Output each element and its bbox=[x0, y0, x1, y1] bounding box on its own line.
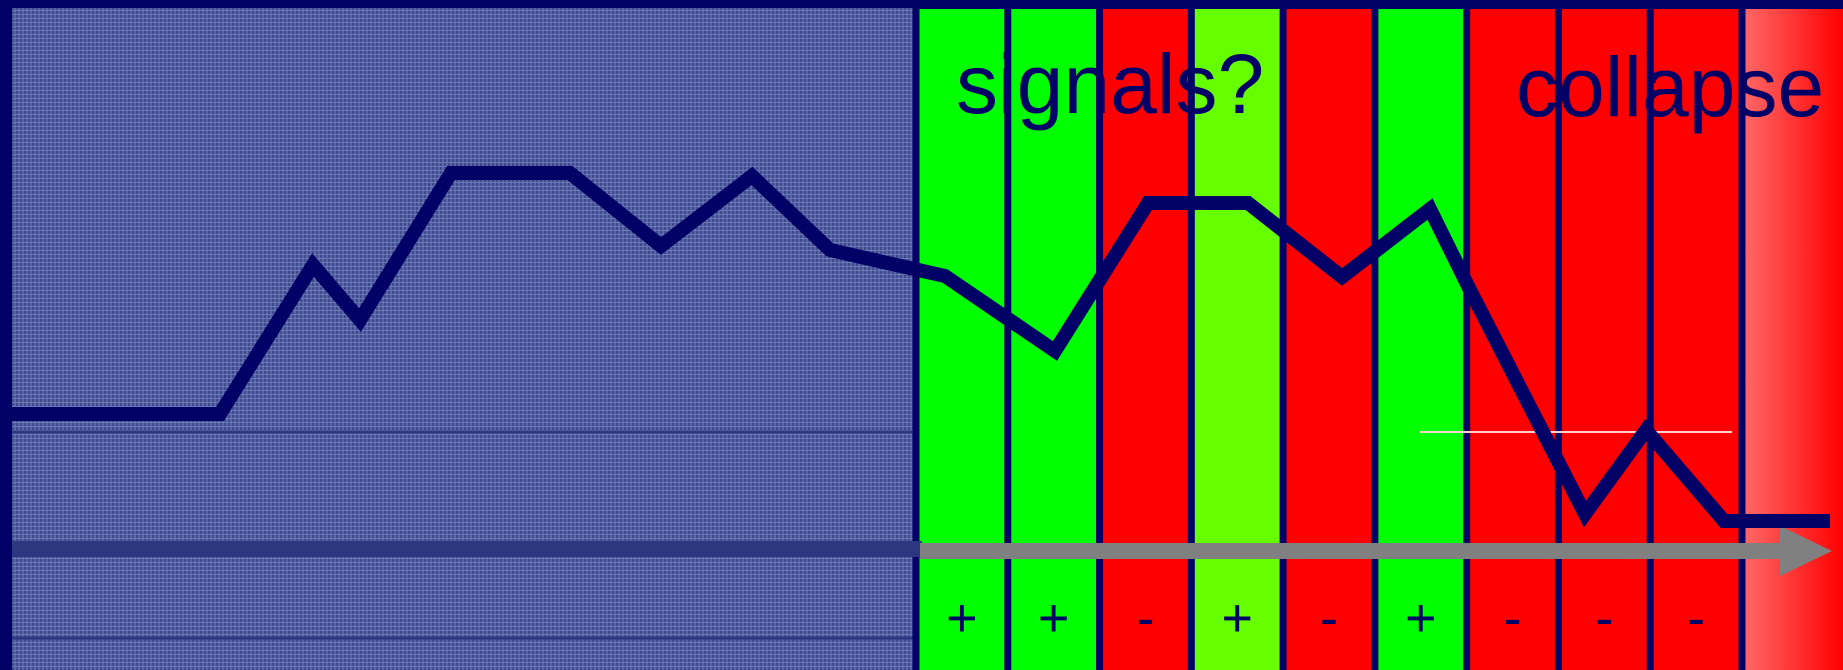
sign-label-4: + bbox=[1221, 588, 1253, 648]
time-axis-arrowhead bbox=[1780, 526, 1832, 576]
band-top-border bbox=[916, 0, 1843, 9]
sign-label-6: + bbox=[1405, 588, 1437, 648]
sign-label-8: - bbox=[1595, 588, 1613, 648]
signal-bands bbox=[916, 8, 1742, 670]
trend-line bbox=[12, 166, 1830, 528]
signal-band-5 bbox=[1283, 8, 1375, 670]
sign-label-9: - bbox=[1687, 588, 1705, 648]
signal-band-2 bbox=[1007, 8, 1100, 670]
band-dividers bbox=[912, 0, 1843, 670]
sign-labels: + + - + - + - - - bbox=[946, 588, 1705, 648]
signal-band-4 bbox=[1191, 8, 1284, 670]
signal-band-6 bbox=[1374, 8, 1467, 670]
sign-label-1: + bbox=[946, 588, 978, 648]
sign-label-5: - bbox=[1320, 588, 1338, 648]
sign-label-2: + bbox=[1038, 588, 1070, 648]
sign-label-3: - bbox=[1136, 588, 1154, 648]
signal-band-9 bbox=[1650, 8, 1742, 670]
signal-band-8 bbox=[1558, 8, 1651, 670]
sign-label-7: - bbox=[1504, 588, 1522, 648]
signal-band-3 bbox=[1099, 8, 1192, 670]
signal-band-1 bbox=[916, 8, 1008, 670]
collapse-label: collapse bbox=[1516, 40, 1824, 134]
history-region bbox=[12, 8, 916, 670]
signal-band-7 bbox=[1466, 8, 1559, 670]
signals-label: signals? bbox=[956, 37, 1264, 131]
time-axis-shadow bbox=[12, 541, 922, 557]
